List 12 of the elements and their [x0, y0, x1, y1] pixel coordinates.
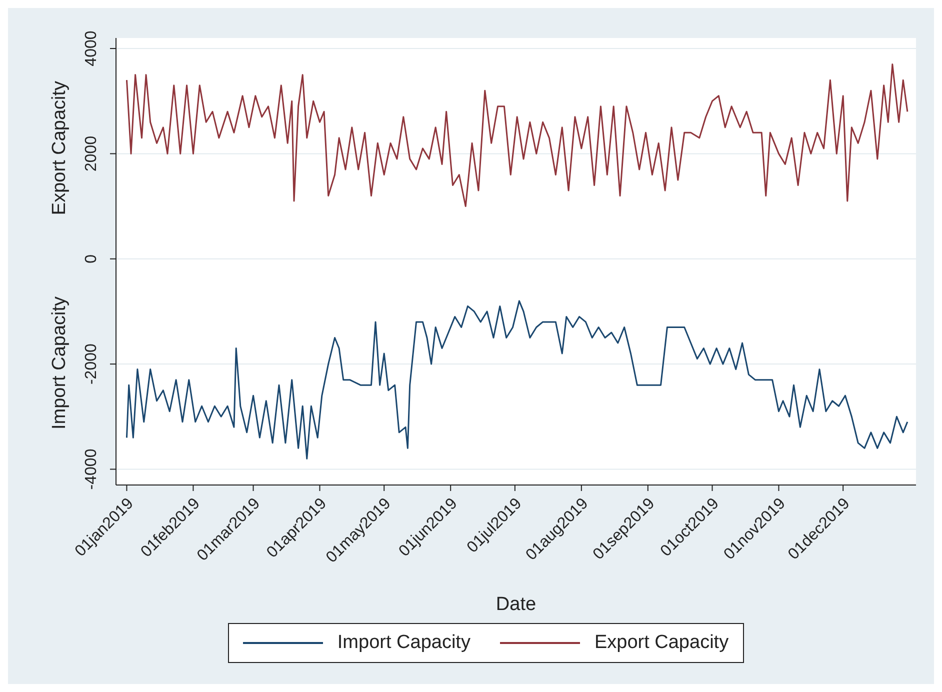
x-axis-title: Date: [496, 594, 536, 615]
line-series: [126, 300, 908, 460]
line-series: [126, 64, 908, 208]
y-tick-label: -4000: [83, 448, 100, 490]
text: Export Capacity: [49, 80, 71, 216]
y-tick-label: -2000: [83, 343, 100, 385]
text: Import Capacity: [49, 296, 71, 430]
y-tick-label: 2000: [83, 136, 100, 172]
legend-label: Export Capacity: [594, 632, 729, 654]
y-tick-label: 0: [83, 254, 100, 264]
legend-label: Import Capacity: [337, 632, 470, 654]
y-tick-label: 4000: [83, 30, 100, 66]
